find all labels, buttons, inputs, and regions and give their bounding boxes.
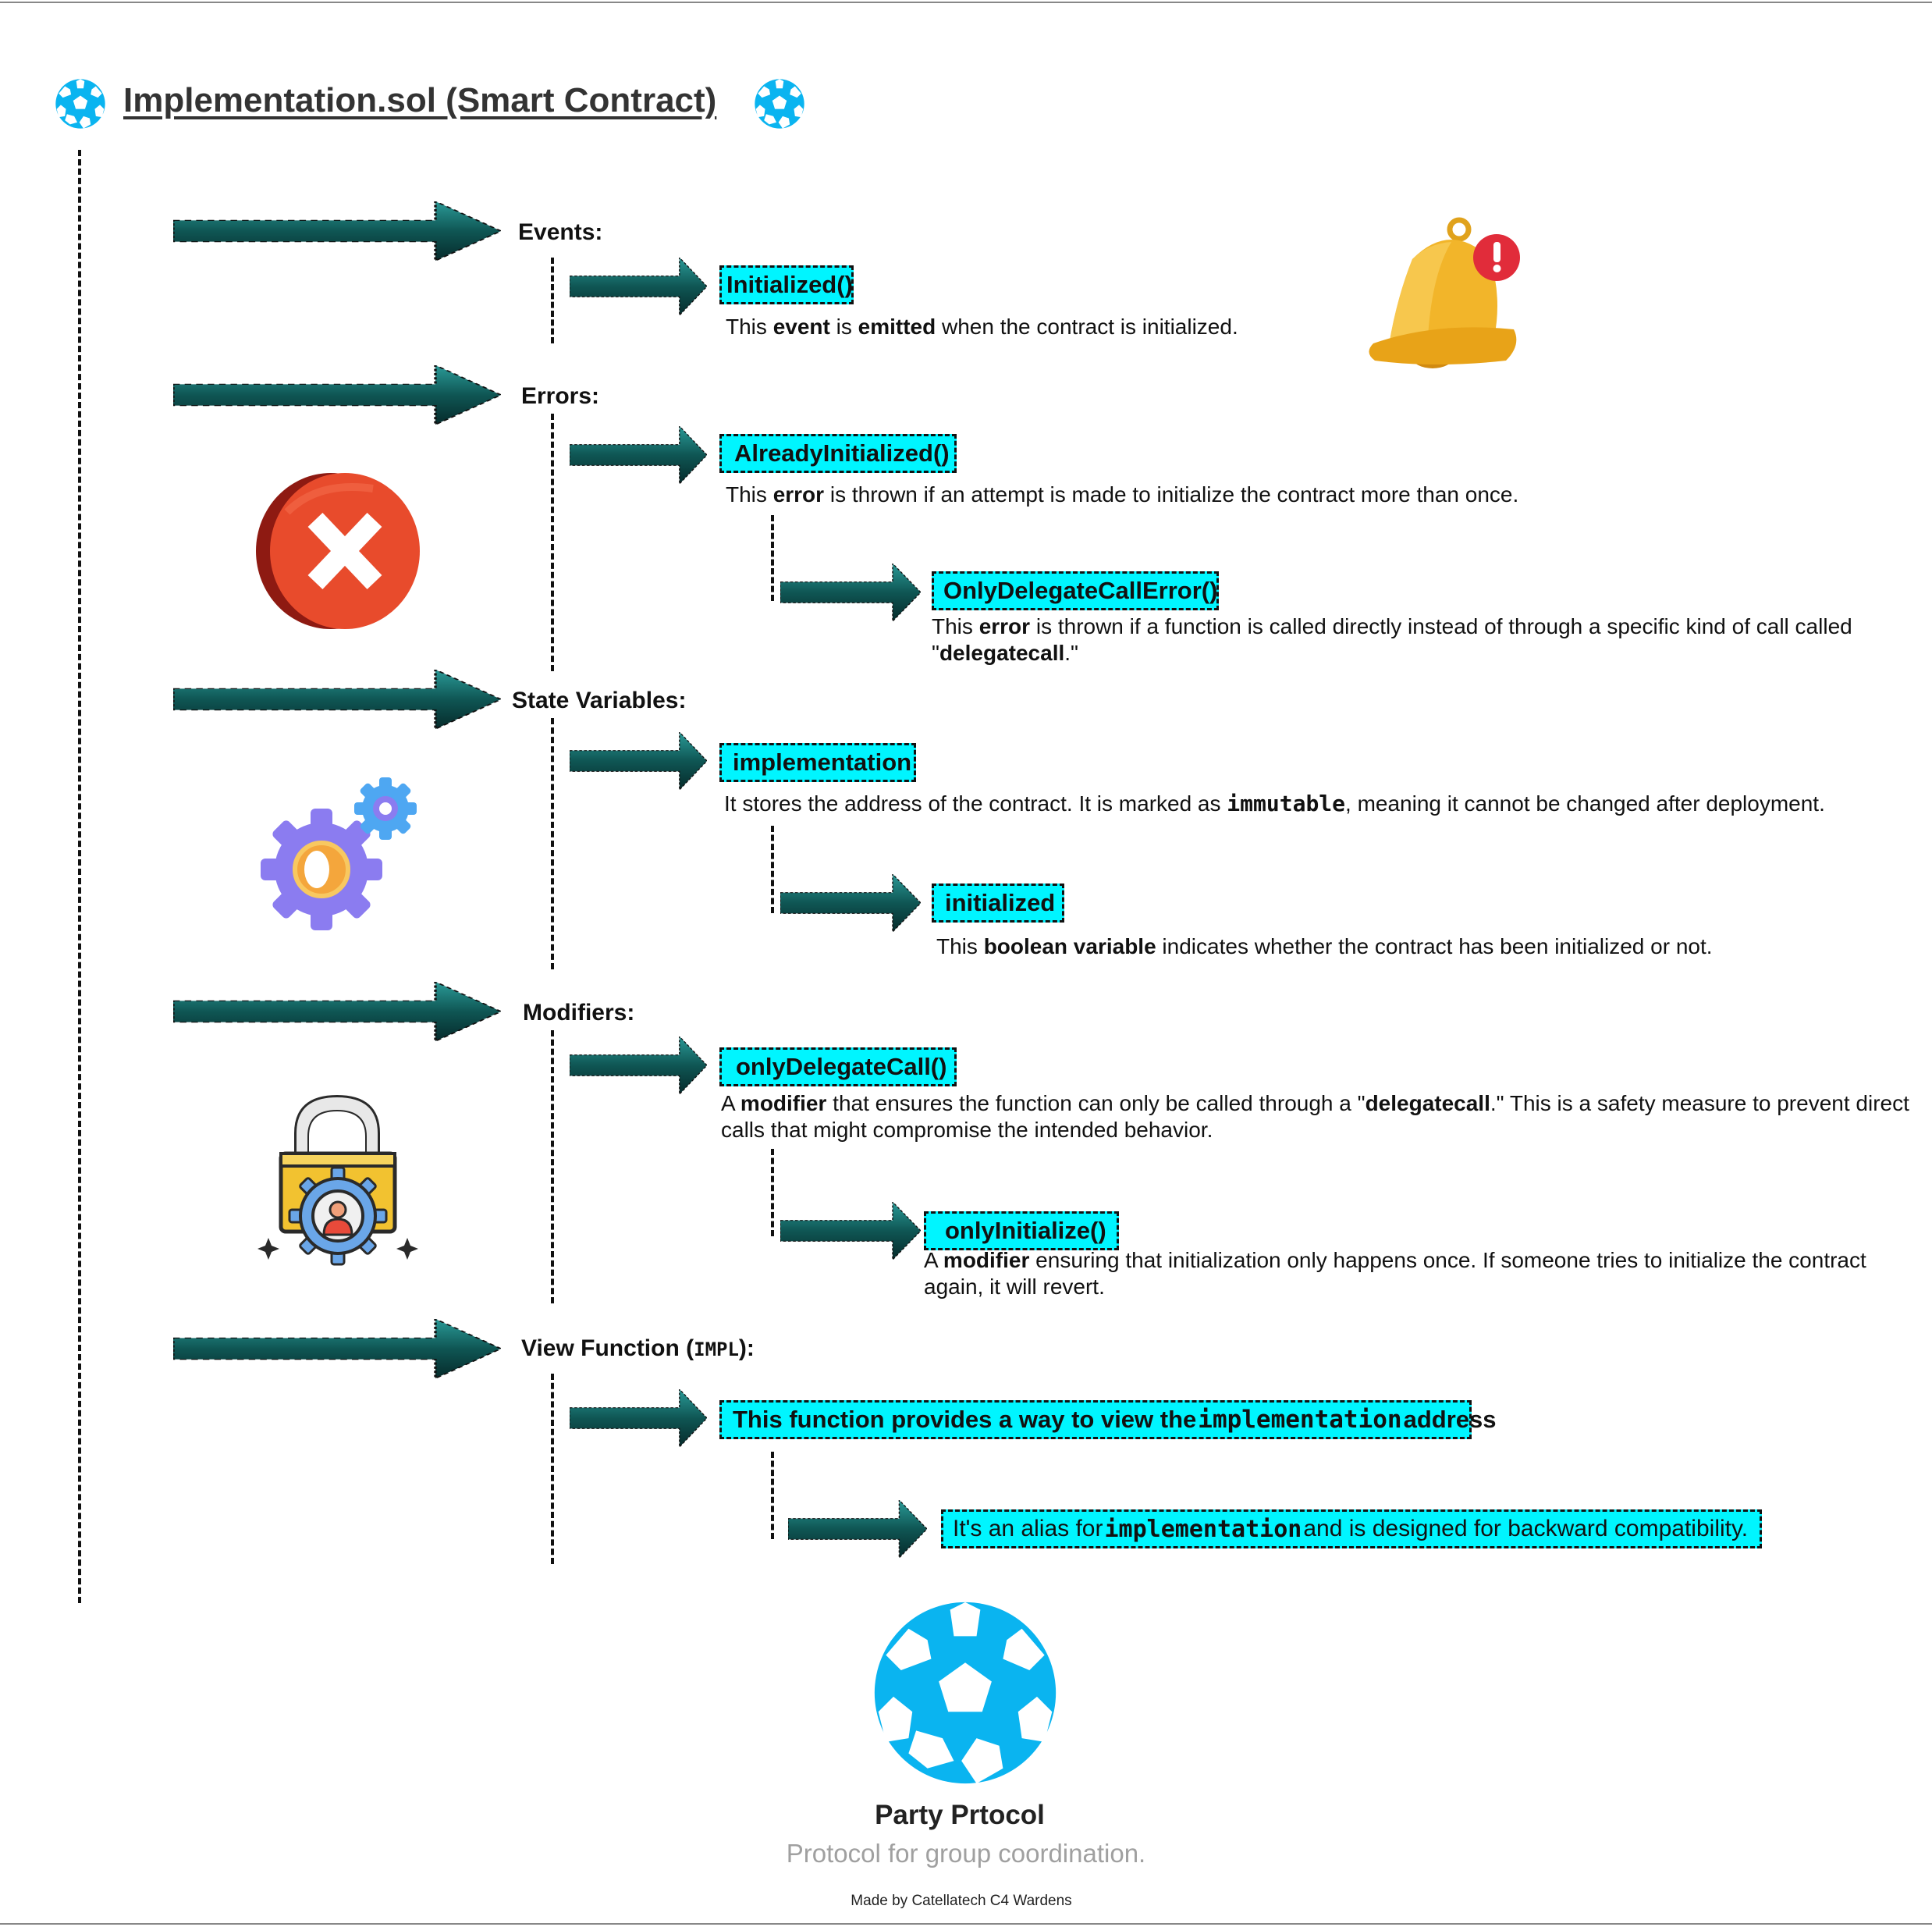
- item-arrow: [780, 874, 921, 932]
- event-initialized-chip: Initialized(): [719, 265, 854, 304]
- view-function-desc-chip: This function provides a way to view the…: [719, 1400, 1496, 1439]
- error-x-icon: [256, 473, 420, 629]
- party-ball-icon: [55, 78, 106, 130]
- error-only-delegate-call-chip: OnlyDelegateCallError(): [932, 571, 1219, 610]
- bottom-rule: [0, 1923, 1932, 1925]
- state-branch-line: [551, 718, 554, 969]
- footer-tagline: Protocol for group coordination.: [786, 1839, 1146, 1868]
- modifiers-branch-line: [551, 1030, 554, 1303]
- errors-branch-line: [551, 414, 554, 671]
- gears-icon: [261, 777, 417, 930]
- bell-notification-icon: [1369, 217, 1520, 368]
- item-arrow: [570, 732, 707, 790]
- party-ball-icon: [871, 1598, 1060, 1787]
- section-label-view-function: View Function (IMPL):: [521, 1335, 755, 1361]
- section-label-state-variables: State Variables:: [512, 688, 687, 713]
- state-initialized-desc: This boolean variable indicates whether …: [936, 934, 1713, 958]
- footer-brand: Party Prtocol: [875, 1800, 1045, 1830]
- item-arrow: [780, 1202, 921, 1260]
- item-arrow: [570, 1389, 707, 1447]
- error-only-delegate-call-desc: This error is thrown if a function is ca…: [932, 614, 1852, 665]
- main-timeline: [78, 150, 81, 1603]
- view-branch-line: [551, 1374, 554, 1564]
- item-arrow: [570, 1036, 707, 1094]
- item-arrow: [570, 258, 707, 315]
- state-implementation-chip: implementation: [719, 743, 916, 782]
- item-arrow: [788, 1500, 927, 1558]
- section-arrow: [173, 365, 501, 425]
- section-label-errors: Errors:: [521, 383, 600, 409]
- section-arrow: [173, 1319, 501, 1378]
- view-function-alias-chip: It's an alias for implementation and is …: [941, 1509, 1762, 1548]
- error-already-initialized-desc: This error is thrown if an attempt is ma…: [726, 482, 1519, 507]
- modifier-only-delegate-call-desc: A modifier that ensures the function can…: [721, 1091, 1909, 1142]
- section-arrow: [173, 201, 501, 261]
- item-arrow: [570, 426, 707, 484]
- state-sub-branch-line: [771, 826, 774, 913]
- page-title: Implementation.sol (Smart Contract): [123, 81, 717, 119]
- state-initialized-chip: initialized: [932, 884, 1064, 923]
- party-ball-icon: [754, 78, 805, 130]
- section-label-modifiers: Modifiers:: [523, 1000, 635, 1026]
- modifier-only-initialize-desc: A modifier ensuring that initialization …: [924, 1248, 1866, 1299]
- state-implementation-desc: It stores the address of the contract. I…: [724, 791, 1825, 816]
- event-initialized-desc: This event is emitted when the contract …: [726, 315, 1238, 339]
- item-arrow: [780, 564, 921, 621]
- modifier-only-initialize-chip: onlyInitialize(): [924, 1211, 1119, 1250]
- footer-credit: Made by Catellatech C4 Wardens: [851, 1893, 1072, 1909]
- section-arrow: [173, 982, 501, 1041]
- errors-sub-branch-line: [771, 515, 774, 601]
- view-sub-branch-line: [771, 1452, 774, 1539]
- modifiers-sub-branch-line: [771, 1149, 774, 1236]
- section-label-events: Events:: [518, 219, 603, 245]
- top-rule: [0, 2, 1932, 3]
- modifier-only-delegate-call-chip: onlyDelegateCall(): [719, 1047, 957, 1086]
- events-branch-line: [551, 258, 554, 343]
- lock-user-icon: [257, 1094, 418, 1266]
- error-already-initialized-chip: AlreadyInitialized(): [719, 434, 957, 473]
- section-arrow: [173, 670, 501, 729]
